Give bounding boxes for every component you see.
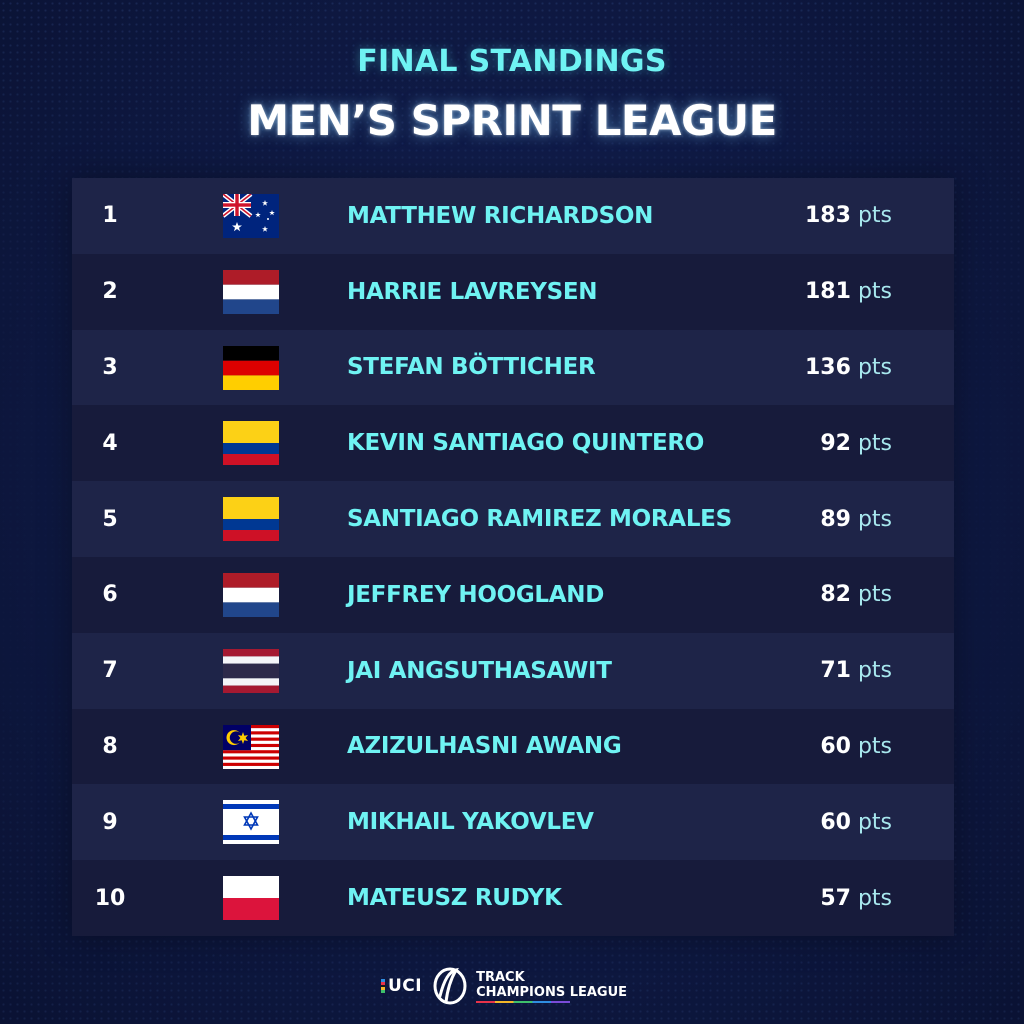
- rider-name: MATTHEW RICHARDSON: [347, 202, 654, 229]
- points-value: 57: [820, 885, 851, 911]
- table-row: 1 MATTHEW RICH: [72, 178, 954, 254]
- rider-name: HARRIE LAVREYSEN: [347, 278, 598, 305]
- israel-flag-icon: [223, 800, 279, 845]
- track-champions-league-wordmark: TRACK CHAMPIONS LEAGUE: [476, 970, 627, 1003]
- points-unit: pts: [857, 885, 892, 911]
- points-value: 183: [805, 203, 851, 229]
- rider-points: 181 pts: [805, 254, 892, 330]
- table-row: 3 STEFAN BÖTTICHER 136 pts: [72, 329, 954, 406]
- netherlands-flag-icon: [223, 269, 279, 314]
- table-row: 10 MATEUSZ RUDYK 57 pts: [72, 860, 954, 936]
- rainbow-underline: [476, 1000, 571, 1003]
- standings-table: 1 MATTHEW RICH: [72, 178, 954, 936]
- rank-number: 7: [102, 658, 118, 684]
- table-row: 7 JAI ANGSUTHASAWIT 71 pts: [72, 632, 954, 709]
- rank-number: 3: [102, 354, 118, 380]
- uci-rainbow-bars-icon: [381, 979, 385, 993]
- points-value: 82: [820, 582, 851, 608]
- rider-points: 60 pts: [820, 784, 892, 860]
- table-row: 2 HARRIE LAVREYSEN 181 pts: [72, 253, 954, 330]
- rider-points: 60 pts: [820, 709, 892, 785]
- rank-number: 1: [102, 203, 118, 229]
- logo-line-champions-league: CHAMPIONS LEAGUE: [476, 984, 628, 1000]
- table-row: 6 JEFFREY HOOGLAND 82 pts: [72, 556, 954, 633]
- rider-points: 57 pts: [820, 860, 892, 936]
- rank-number: 5: [102, 506, 118, 532]
- rank-number: 9: [102, 809, 118, 835]
- colombia-flag-icon: [223, 421, 279, 466]
- uci-logo: UCI: [388, 976, 423, 996]
- rider-points: 183 pts: [805, 178, 892, 254]
- rider-points: 82 pts: [820, 557, 892, 633]
- points-value: 89: [820, 506, 851, 532]
- rider-points: 92 pts: [820, 405, 892, 481]
- rider-name: STEFAN BÖTTICHER: [347, 354, 596, 381]
- points-unit: pts: [857, 809, 892, 835]
- malaysia-flag-icon: [223, 724, 279, 769]
- poland-flag-icon: [223, 876, 279, 921]
- rider-name: SANTIAGO RAMIREZ MORALES: [347, 506, 732, 533]
- points-unit: pts: [857, 354, 892, 380]
- table-row: 4 KEVIN SANTIAGO QUINTERO 92 pts: [72, 405, 954, 482]
- rider-name: JEFFREY HOOGLAND: [347, 581, 605, 608]
- colombia-flag-icon: [223, 497, 279, 542]
- rider-name: AZIZULHASNI AWANG: [347, 733, 622, 760]
- points-unit: pts: [857, 506, 892, 532]
- points-value: 92: [820, 430, 851, 456]
- table-row: 9 MIKHAIL YAKOVLEV 60 pts: [72, 784, 954, 861]
- germany-flag-icon: [223, 345, 279, 390]
- footer-logos: UCI TRACK CHAMPIONS LEAGUE: [381, 966, 627, 1006]
- rank-number: 2: [102, 279, 118, 305]
- thailand-flag-icon: [223, 648, 279, 693]
- rider-points: 89 pts: [820, 481, 892, 557]
- table-row: 8 AZIZULHASNI AWANG 60 pts: [72, 708, 954, 785]
- rank-number: 10: [94, 885, 126, 911]
- points-unit: pts: [857, 430, 892, 456]
- rider-name: JAI ANGSUTHASAWIT: [347, 657, 612, 684]
- logo-line-track: TRACK: [476, 969, 525, 985]
- australia-flag-icon: [223, 194, 279, 238]
- rider-points: 71 pts: [820, 633, 892, 709]
- points-value: 60: [820, 809, 851, 835]
- points-unit: pts: [857, 658, 892, 684]
- rank-number: 8: [102, 733, 118, 759]
- track-champions-league-logo-icon: [433, 967, 467, 1005]
- points-value: 71: [820, 658, 851, 684]
- points-unit: pts: [857, 733, 892, 759]
- points-value: 136: [805, 354, 851, 380]
- netherlands-flag-icon: [223, 572, 279, 617]
- rider-name: KEVIN SANTIAGO QUINTERO: [347, 430, 705, 457]
- points-value: 181: [805, 279, 851, 305]
- rider-points: 136 pts: [805, 330, 892, 406]
- rank-number: 4: [102, 430, 118, 456]
- points-unit: pts: [857, 203, 892, 229]
- points-value: 60: [820, 733, 851, 759]
- rider-name: MIKHAIL YAKOVLEV: [347, 809, 594, 836]
- page-title: MEN’S SPRINT LEAGUE: [247, 96, 777, 145]
- table-row: 5 SANTIAGO RAMIREZ MORALES 89 pts: [72, 481, 954, 557]
- points-unit: pts: [857, 279, 892, 305]
- points-unit: pts: [857, 582, 892, 608]
- rank-number: 6: [102, 582, 118, 608]
- rider-name: MATEUSZ RUDYK: [347, 885, 562, 912]
- page-subtitle: FINAL STANDINGS: [357, 44, 667, 79]
